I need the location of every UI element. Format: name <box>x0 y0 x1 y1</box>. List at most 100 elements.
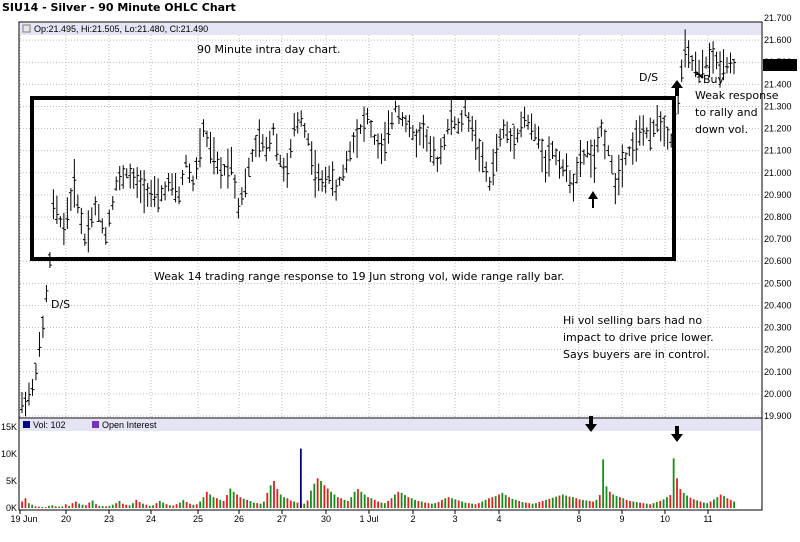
volume-bar <box>726 498 729 508</box>
volume-bar <box>192 504 195 508</box>
volume-bar <box>105 506 107 508</box>
volume-bar <box>195 504 198 508</box>
volume-tick-label: 10K <box>1 449 17 459</box>
volume-bar <box>158 500 161 508</box>
ohlc-legend-swatch <box>22 24 31 33</box>
volume-bar <box>138 502 141 508</box>
volume-bar <box>54 506 57 508</box>
annotation-weak-response-2: to rally and <box>695 106 758 119</box>
volume-bar <box>313 483 316 508</box>
volume-bar <box>340 498 343 508</box>
volume-bar <box>91 500 94 508</box>
volume-bar <box>276 489 279 508</box>
volume-bar <box>249 500 252 508</box>
x-tick-label: 20 <box>61 514 71 524</box>
x-tick-label: 27 <box>277 514 287 524</box>
volume-bar <box>172 505 175 508</box>
volume-bar <box>461 501 463 508</box>
volume-bar <box>71 503 74 508</box>
volume-tick-label: 15K <box>1 422 17 432</box>
volume-bar <box>585 500 588 508</box>
chart-title: SIU14 - Silver - 90 Minute OHLC Chart <box>2 1 236 14</box>
volume-bar <box>477 503 480 508</box>
volume-bar <box>488 498 490 508</box>
price-tick-label: 20.500 <box>764 278 792 288</box>
volume-bar <box>125 504 128 508</box>
volume-bar <box>471 503 474 508</box>
price-tick-label: 20.900 <box>764 190 792 200</box>
volume-legend-swatch <box>23 421 30 428</box>
volume-bar <box>377 501 379 508</box>
volume-bar <box>535 503 537 508</box>
volume-bar <box>531 503 534 508</box>
volume-bar <box>360 491 363 508</box>
volume-bar <box>115 503 118 508</box>
volume-bar <box>135 499 138 508</box>
volume-bar <box>175 504 178 508</box>
volume-bar <box>212 497 215 508</box>
price-tick-label: 21.100 <box>764 146 792 156</box>
volume-bar <box>561 494 564 508</box>
volume-bar <box>168 505 171 508</box>
volume-bar <box>320 481 322 508</box>
volume-bar <box>524 502 527 508</box>
volume-bar <box>652 503 655 508</box>
volume-bar <box>357 489 359 508</box>
volume-bar <box>326 488 329 508</box>
open-interest-label: Open Interest <box>102 420 157 430</box>
x-tick-label: 26 <box>234 514 244 524</box>
volume-bar <box>625 499 628 508</box>
volume-bar <box>619 497 621 508</box>
volume-bar <box>676 478 678 508</box>
ohlc-readout: Op:21.495, Hi:21.505, Lo:21.480, Cl:21.4… <box>34 24 208 34</box>
volume-bar <box>256 503 259 508</box>
price-tick-label: 20.800 <box>764 212 792 222</box>
x-tick-label: 8 <box>576 514 581 524</box>
arrow-down-icon <box>585 416 597 432</box>
volume-bar <box>145 504 148 508</box>
volume-bar <box>209 494 212 508</box>
volume-panel <box>18 417 763 511</box>
volume-bar <box>407 497 410 508</box>
volume-bar <box>602 459 605 508</box>
volume-bar <box>299 448 302 508</box>
volume-bar <box>215 498 218 508</box>
volume-bar <box>78 503 81 508</box>
volume-bar <box>367 497 369 508</box>
volume-bar <box>444 498 447 508</box>
volume-bar <box>58 506 60 508</box>
volume-bar <box>702 502 705 508</box>
price-tick-label: 19.900 <box>764 411 792 421</box>
volume-bar <box>622 498 625 508</box>
ohlc-series <box>20 29 736 417</box>
volume-bar <box>98 505 101 508</box>
volume-bar <box>484 499 487 508</box>
volume-bar <box>229 488 232 508</box>
volume-bar <box>598 495 601 508</box>
annotation-hi-vol-3: Says buyers are in control. <box>563 348 710 361</box>
price-tick-label: 20.400 <box>764 300 792 310</box>
volume-bar <box>346 500 349 508</box>
x-tick-label: 10 <box>660 514 670 524</box>
volume-bar <box>417 500 420 508</box>
volume-bar <box>430 503 433 508</box>
volume-bar <box>498 494 500 508</box>
volume-bar <box>185 502 188 508</box>
volume-bar <box>713 499 715 508</box>
buy-pointer-icon <box>695 71 704 79</box>
arrow-up-icon <box>671 80 683 96</box>
volume-bar <box>659 500 662 508</box>
volume-bar <box>31 504 34 508</box>
volume-bar <box>592 501 594 508</box>
price-tick-label: 21.400 <box>764 79 792 89</box>
volume-bar <box>400 492 403 508</box>
volume-bar <box>555 496 557 508</box>
volume-bar <box>390 498 393 508</box>
price-tick-label: 21.700 <box>764 13 792 23</box>
volume-series <box>21 448 735 508</box>
arrow-up-icon <box>588 191 598 208</box>
volume-bar <box>491 497 494 508</box>
volume-bar <box>504 495 507 508</box>
volume-bar <box>128 505 131 508</box>
